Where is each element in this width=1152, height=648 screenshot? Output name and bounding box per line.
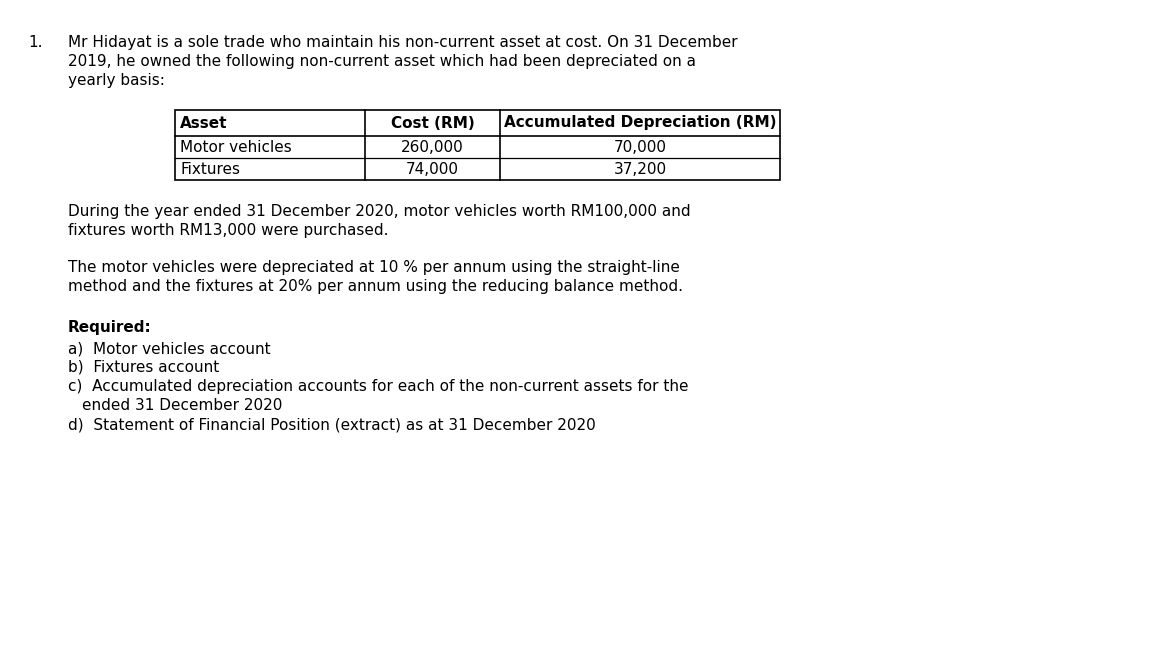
Text: 74,000: 74,000 xyxy=(406,161,458,176)
Text: During the year ended 31 December 2020, motor vehicles worth RM100,000 and: During the year ended 31 December 2020, … xyxy=(68,204,691,219)
Text: 37,200: 37,200 xyxy=(613,161,667,176)
Text: Mr Hidayat is a sole trade who maintain his non-current asset at cost. On 31 Dec: Mr Hidayat is a sole trade who maintain … xyxy=(68,35,737,50)
Text: Cost (RM): Cost (RM) xyxy=(391,115,475,130)
Text: Asset: Asset xyxy=(180,115,227,130)
Text: The motor vehicles were depreciated at 10 % per annum using the straight-line: The motor vehicles were depreciated at 1… xyxy=(68,260,680,275)
Text: Required:: Required: xyxy=(68,320,152,335)
Text: fixtures worth RM13,000 were purchased.: fixtures worth RM13,000 were purchased. xyxy=(68,223,388,238)
Text: b)  Fixtures account: b) Fixtures account xyxy=(68,360,219,375)
Text: yearly basis:: yearly basis: xyxy=(68,73,165,88)
Text: ended 31 December 2020: ended 31 December 2020 xyxy=(82,398,282,413)
Text: 260,000: 260,000 xyxy=(401,139,464,154)
Bar xyxy=(175,110,780,180)
Text: Motor vehicles: Motor vehicles xyxy=(180,139,291,154)
Text: Accumulated Depreciation (RM): Accumulated Depreciation (RM) xyxy=(503,115,776,130)
Text: 2019, he owned the following non-current asset which had been depreciated on a: 2019, he owned the following non-current… xyxy=(68,54,696,69)
Text: d)  Statement of Financial Position (extract) as at 31 December 2020: d) Statement of Financial Position (extr… xyxy=(68,417,596,432)
Text: 1.: 1. xyxy=(28,35,43,50)
Text: a)  Motor vehicles account: a) Motor vehicles account xyxy=(68,341,271,356)
Text: method and the fixtures at 20% per annum using the reducing balance method.: method and the fixtures at 20% per annum… xyxy=(68,279,683,294)
Text: 70,000: 70,000 xyxy=(614,139,667,154)
Text: Fixtures: Fixtures xyxy=(180,161,240,176)
Text: c)  Accumulated depreciation accounts for each of the non-current assets for the: c) Accumulated depreciation accounts for… xyxy=(68,379,689,394)
